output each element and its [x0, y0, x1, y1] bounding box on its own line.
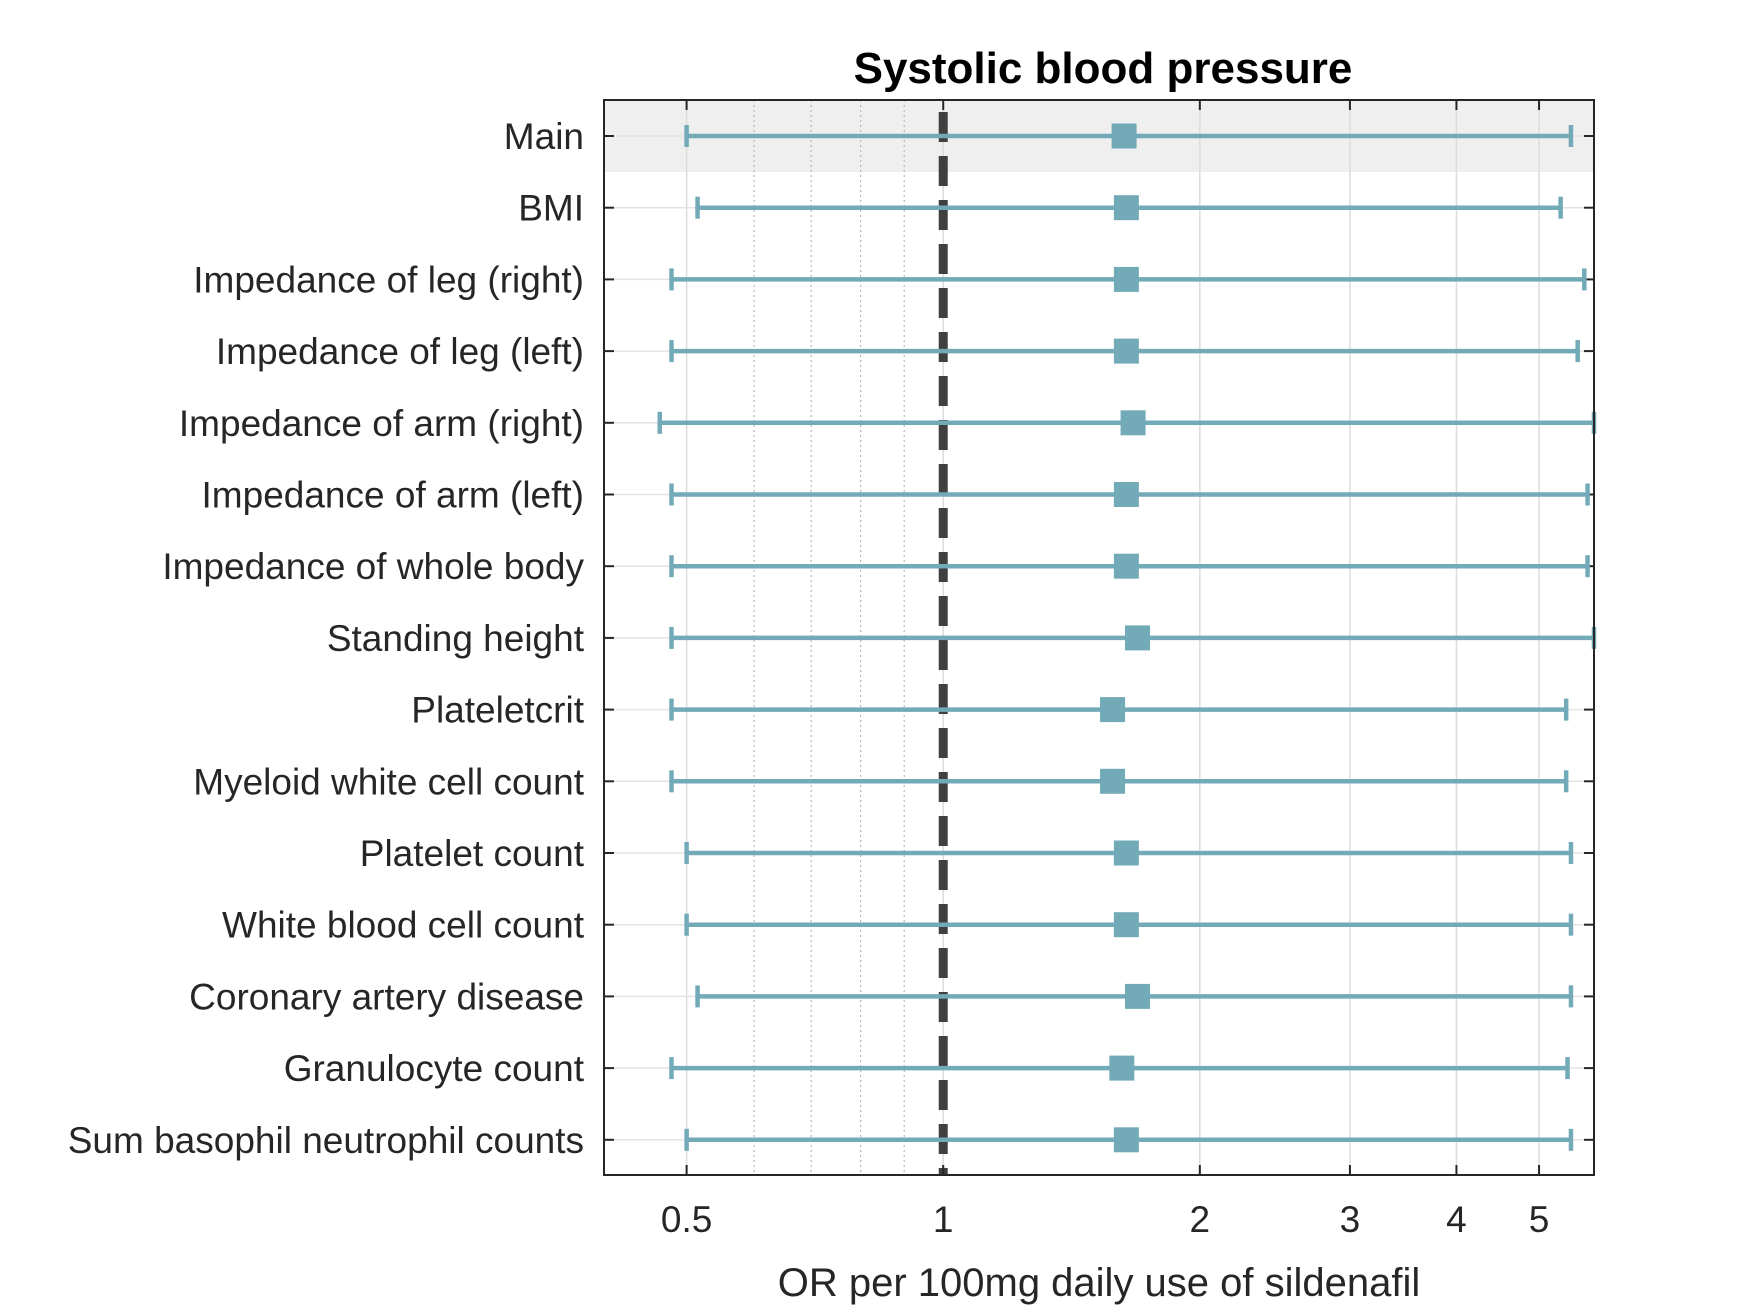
row-label: Main	[504, 116, 584, 157]
forest-row	[604, 697, 1594, 723]
x-tick-label: 0.5	[661, 1199, 712, 1240]
x-axis-ticks: 0.5 1 2 3 4 5	[661, 100, 1549, 1240]
forest-row	[604, 1055, 1594, 1081]
row-label: White blood cell count	[222, 905, 585, 946]
x-tick-label: 2	[1190, 1199, 1211, 1240]
row-label: Impedance of arm (right)	[179, 403, 584, 444]
x-tick-label: 4	[1446, 1199, 1467, 1240]
point-estimate	[1124, 625, 1150, 651]
row-label: Granulocyte count	[284, 1048, 585, 1089]
x-tick-label: 1	[933, 1199, 954, 1240]
point-estimate	[1113, 266, 1139, 292]
point-estimate	[1111, 123, 1137, 149]
row-label: Impedance of leg (left)	[216, 331, 584, 372]
row-label: Impedance of arm (left)	[202, 475, 584, 516]
forest-row	[604, 1127, 1594, 1153]
forest-row	[604, 768, 1594, 794]
forest-row	[604, 123, 1594, 149]
rows	[604, 123, 1597, 1153]
x-axis-label: OR per 100mg daily use of sildenafil	[778, 1261, 1421, 1305]
point-estimate	[1113, 1127, 1139, 1153]
forest-row	[604, 625, 1597, 651]
point-estimate	[1100, 768, 1126, 794]
row-label: Platelet count	[360, 833, 585, 874]
forest-row	[604, 338, 1594, 364]
x-tick-label: 5	[1529, 1199, 1550, 1240]
point-estimate	[1120, 410, 1146, 436]
forest-row	[604, 266, 1594, 292]
point-estimate	[1113, 482, 1139, 507]
point-estimate	[1113, 338, 1139, 364]
row-label: Impedance of leg (right)	[193, 259, 584, 300]
point-estimate	[1113, 840, 1139, 866]
forest-row	[604, 195, 1594, 221]
row-label: Plateletcrit	[411, 690, 584, 731]
row-label: Coronary artery disease	[189, 976, 584, 1017]
point-estimate	[1113, 912, 1139, 938]
row-label: Impedance of whole body	[162, 546, 584, 587]
point-estimate	[1113, 553, 1139, 579]
row-label: Myeloid white cell count	[193, 761, 584, 802]
chart-title: Systolic blood pressure	[854, 44, 1353, 93]
point-estimate	[1124, 983, 1150, 1009]
point-estimate	[1113, 195, 1139, 221]
forest-row	[604, 410, 1597, 436]
row-label: Sum basophil neutrophil counts	[68, 1120, 584, 1161]
forest-row	[604, 482, 1594, 507]
x-tick-label: 3	[1340, 1199, 1361, 1240]
plot-frame	[603, 99, 1595, 1176]
row-label: BMI	[518, 188, 584, 229]
point-estimate	[1100, 697, 1126, 723]
forest-row	[604, 840, 1594, 866]
point-estimate	[1109, 1055, 1135, 1081]
row-label: Standing height	[327, 618, 585, 659]
forest-row	[604, 912, 1594, 938]
forest-row	[604, 983, 1594, 1009]
forest-row	[604, 553, 1594, 579]
